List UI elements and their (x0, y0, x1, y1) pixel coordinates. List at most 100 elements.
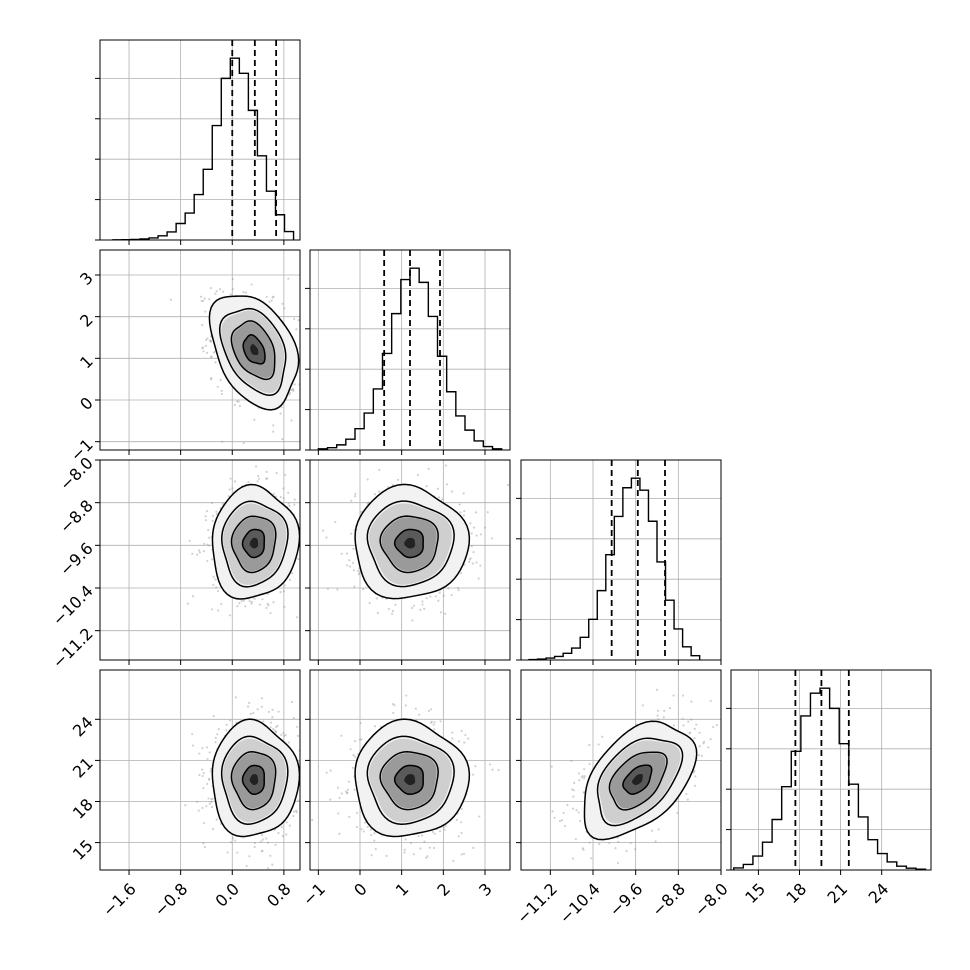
sample-point (392, 711, 395, 715)
sample-point (301, 367, 303, 369)
contour-line (379, 515, 439, 574)
sample-point (376, 597, 379, 600)
sample-point (486, 511, 489, 514)
sample-point (300, 755, 302, 757)
sample-point (219, 378, 222, 382)
sample-point (697, 754, 701, 757)
y-tick-label: 18 (69, 795, 97, 823)
sample-point (436, 487, 439, 490)
sample-point (580, 776, 583, 779)
sample-point (280, 733, 283, 736)
sample-point (438, 830, 442, 833)
sample-point (272, 430, 275, 433)
sample-point (208, 544, 211, 547)
scatter-panel-2-1 (305, 459, 511, 665)
sample-point (322, 529, 325, 532)
sample-point (378, 468, 381, 472)
sample-point (376, 611, 379, 615)
sample-point (497, 768, 500, 772)
sample-point (700, 754, 704, 757)
sample-point (469, 557, 472, 560)
sample-point (275, 725, 278, 729)
sample-point (427, 467, 430, 470)
sample-point (209, 770, 212, 773)
sample-point (257, 477, 260, 480)
sample-point (271, 708, 274, 711)
sample-point (421, 603, 424, 606)
sample-point (250, 283, 253, 286)
sample-point (351, 766, 355, 769)
sample-point (570, 759, 573, 762)
sample-point (279, 412, 282, 415)
sample-point (405, 694, 408, 697)
sample-point (296, 799, 300, 802)
contours (208, 295, 300, 411)
sample-point (650, 829, 654, 832)
sample-point (246, 705, 250, 708)
sample-point (374, 848, 377, 851)
sample-point (273, 729, 276, 732)
sample-point (715, 723, 718, 727)
sample-point (307, 772, 309, 774)
sample-point (472, 550, 475, 554)
sample-point (571, 857, 575, 860)
sample-point (344, 790, 348, 793)
sample-point (444, 824, 447, 827)
sample-point (302, 377, 304, 379)
sample-point (597, 743, 600, 746)
sample-point (368, 601, 371, 605)
sample-point (248, 599, 251, 603)
sample-point (250, 602, 253, 605)
sample-point (238, 404, 242, 408)
sample-point (201, 324, 204, 327)
sample-point (269, 726, 272, 729)
sample-point (293, 810, 296, 813)
sample-point (312, 541, 314, 543)
sample-point (307, 836, 309, 838)
sample-point (601, 735, 604, 738)
contour-line (622, 764, 653, 795)
sample-point (654, 840, 657, 843)
sample-point (205, 509, 209, 513)
sample-point (391, 612, 394, 615)
sample-point (702, 740, 706, 743)
sample-point (437, 496, 441, 499)
sample-point (283, 307, 286, 310)
hist-panel-3: 15 18 21 24 (726, 669, 932, 907)
sample-point (329, 798, 332, 801)
sample-point (338, 796, 341, 800)
sample-point (229, 477, 232, 480)
sample-point (634, 848, 637, 851)
sample-point (209, 340, 212, 343)
sample-point (272, 295, 275, 298)
sample-point (290, 700, 293, 704)
sample-point (201, 347, 204, 350)
sample-point (472, 846, 475, 849)
sample-point (467, 737, 470, 740)
contour-line (230, 515, 277, 574)
sample-point (370, 854, 373, 857)
sample-point (366, 502, 369, 505)
sample-point (451, 731, 454, 734)
contour-line (211, 483, 300, 600)
sample-point (220, 602, 223, 605)
sample-point (275, 471, 278, 475)
sample-point (352, 569, 355, 572)
sample-point (340, 792, 343, 795)
sample-point (315, 381, 317, 383)
sample-point (261, 834, 264, 837)
sample-point (269, 721, 273, 724)
sample-point (267, 867, 270, 870)
sample-point (393, 704, 396, 707)
sample-point (191, 733, 194, 736)
sample-point (200, 299, 203, 302)
sample-point (265, 477, 268, 480)
sample-point (217, 728, 220, 731)
sample-point (210, 501, 214, 505)
sample-point (242, 441, 245, 445)
sample-point (208, 751, 211, 754)
sample-point (455, 818, 458, 822)
sample-point (707, 746, 710, 749)
sample-point (478, 815, 481, 818)
